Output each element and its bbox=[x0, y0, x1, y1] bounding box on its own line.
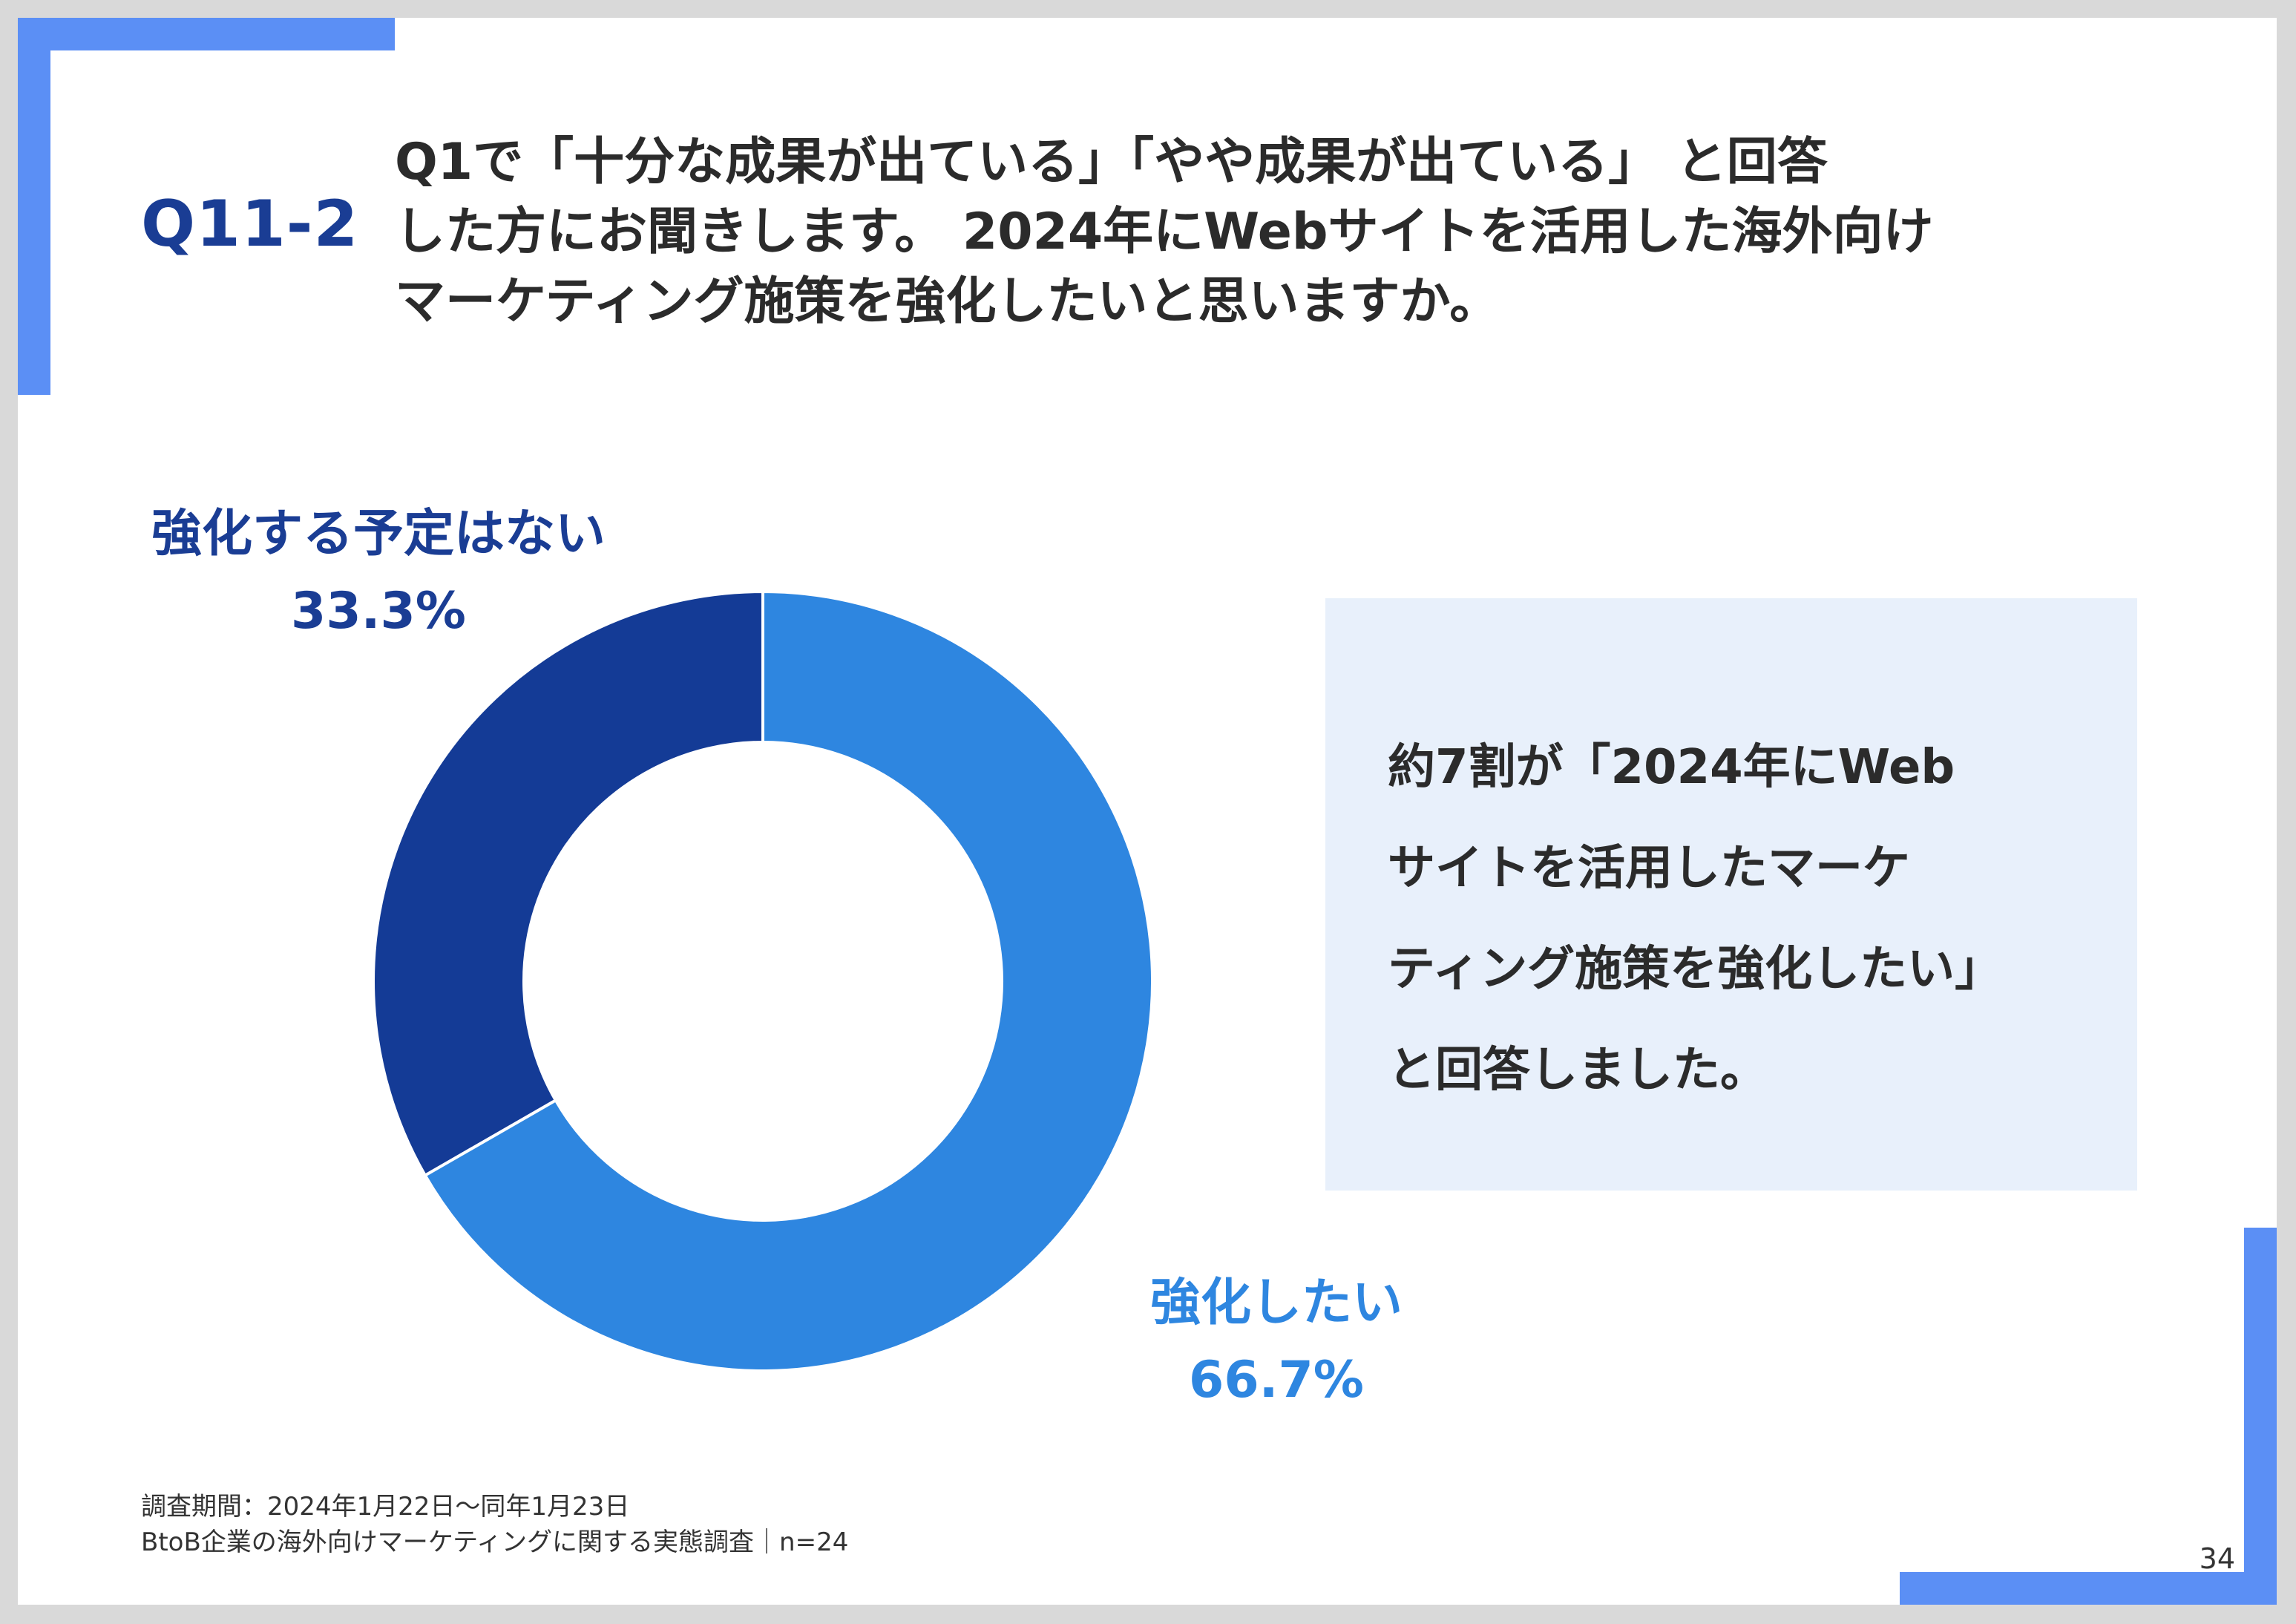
corner-accent-top-left-horizontal bbox=[18, 18, 395, 50]
slice-category-label: 強化したい bbox=[1149, 1274, 1403, 1332]
question-text: Q1で「十分な成果が出ている」「やや成果が出ている」 と回答 した方にお聞きしま… bbox=[395, 128, 2102, 337]
donut-slice-1 bbox=[372, 589, 764, 1178]
donut-slices bbox=[372, 589, 1154, 1372]
footnote: 調査期間：2024年1月22日〜同年1月23日 BtoB企業の海外向けマーケティ… bbox=[141, 1489, 848, 1560]
survey-name: BtoB企業の海外向けマーケティングに関する実態調査｜n=24 bbox=[141, 1528, 849, 1557]
summary-text: 約7割が「2024年にWeb サイトを活用したマーケ ティング施策を強化したい」… bbox=[1388, 717, 2115, 1121]
summary-line: ティング施策を強化したい」 bbox=[1388, 942, 2003, 997]
question-line: Q1で「十分な成果が出ている」「やや成果が出ている」 と回答 bbox=[395, 133, 1828, 191]
summary-line: サイトを活用したマーケ bbox=[1388, 841, 1910, 896]
question-line: マーケティング施策を強化したいと思いますか。 bbox=[395, 272, 1500, 331]
summary-line: 約7割が「2024年にWeb bbox=[1388, 740, 1955, 795]
page-number: 34 bbox=[2199, 1542, 2235, 1575]
slice-value-label: 66.7% bbox=[1189, 1351, 1364, 1409]
corner-accent-bottom-right-vertical bbox=[2244, 1228, 2277, 1605]
corner-accent-bottom-right-horizontal bbox=[1900, 1572, 2277, 1605]
question-id: Q11-2 bbox=[141, 187, 359, 261]
slice-category-label: 強化する予定はない bbox=[151, 505, 606, 563]
corner-accent-top-left-vertical bbox=[18, 18, 50, 395]
summary-line: と回答しました。 bbox=[1388, 1043, 1768, 1098]
question-line: した方にお聞きします。 2024年にWebサイトを活用した海外向け bbox=[395, 203, 1934, 261]
slice-label-no-plan: 強化する予定はない 33.3% bbox=[119, 496, 638, 650]
slice-value-label: 33.3% bbox=[291, 582, 466, 641]
slice-label-strengthen: 強化したい 66.7% bbox=[1083, 1265, 1469, 1419]
survey-period: 調査期間：2024年1月22日〜同年1月23日 bbox=[141, 1492, 630, 1522]
donut-slice-0 bbox=[423, 589, 1154, 1372]
summary-box: 約7割が「2024年にWeb サイトを活用したマーケ ティング施策を強化したい」… bbox=[1325, 598, 2137, 1191]
